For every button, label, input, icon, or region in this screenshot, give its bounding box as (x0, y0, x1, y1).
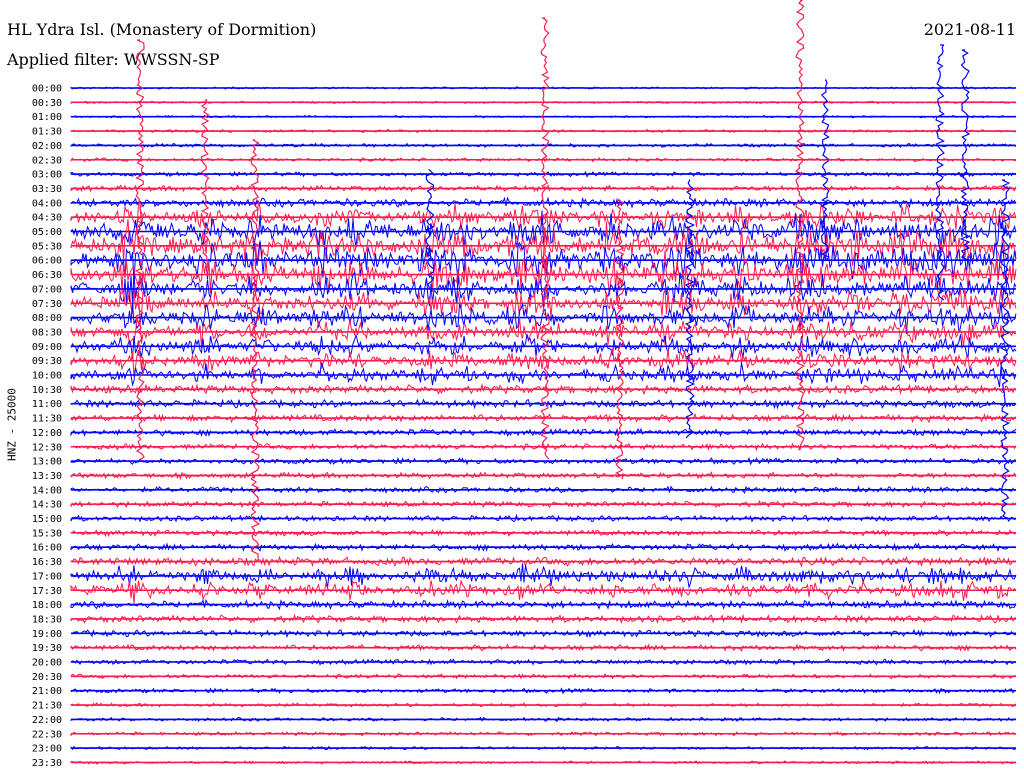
row-label-0200: 02:00 (32, 141, 62, 152)
event-spike (684, 179, 696, 439)
row-label-0600: 06:00 (32, 256, 62, 267)
row-label-1300: 13:00 (32, 457, 62, 468)
row-label-0300: 03:00 (32, 170, 62, 181)
row-label-2030: 20:30 (32, 672, 62, 683)
trace-0500 (70, 210, 1017, 251)
trace-0830 (70, 316, 1016, 349)
event-spike (249, 139, 260, 561)
event-spike (999, 179, 1011, 520)
row-label-0800: 08:00 (32, 313, 62, 324)
event-spike (959, 49, 971, 261)
row-label-1030: 10:30 (32, 385, 62, 396)
row-label-1400: 14:00 (32, 485, 62, 496)
row-label-1130: 11:30 (32, 414, 62, 425)
row-label-1730: 17:30 (32, 586, 62, 597)
event-spike (200, 99, 210, 269)
row-label-0000: 00:00 (32, 84, 62, 95)
station-title: HL Ydra Isl. (Monastery of Dormition) (7, 20, 317, 39)
row-label-1530: 15:30 (32, 528, 62, 539)
row-label-0830: 08:30 (32, 327, 62, 338)
trace-0900 (70, 333, 1017, 360)
trace-1930 (70, 643, 1017, 652)
row-label-0930: 09:30 (32, 356, 62, 367)
trace-0630 (70, 250, 1017, 296)
row-label-1430: 14:30 (32, 500, 62, 511)
row-label-0430: 04:30 (32, 213, 62, 224)
row-label-1330: 13:30 (32, 471, 62, 482)
event-spike (134, 39, 145, 461)
event-spike (795, 0, 806, 451)
event-spike (820, 79, 831, 261)
row-label-1700: 17:00 (32, 571, 62, 582)
row-label-0100: 01:00 (32, 112, 62, 123)
trace-1730 (70, 579, 1017, 604)
row-label-1100: 11:00 (32, 399, 62, 410)
row-label-0900: 09:00 (32, 342, 62, 353)
row-label-0400: 04:00 (32, 198, 62, 209)
row-label-0130: 01:30 (32, 127, 62, 138)
row-label-1830: 18:30 (32, 614, 62, 625)
date-label: 2021-08-11 (923, 20, 1016, 39)
row-label-0700: 07:00 (32, 284, 62, 295)
filter-label: Applied filter: WWSSN-SP (7, 50, 220, 69)
row-label-1630: 16:30 (32, 557, 62, 568)
row-label-1930: 19:30 (32, 643, 62, 654)
row-label-1200: 12:00 (32, 428, 62, 439)
row-label-0230: 02:30 (32, 155, 62, 166)
row-label-1600: 16:00 (32, 543, 62, 554)
row-label-0500: 05:00 (32, 227, 62, 238)
event-spike (614, 199, 626, 480)
row-label-2130: 21:30 (32, 701, 62, 712)
row-label-2330: 23:30 (32, 758, 62, 769)
row-label-0730: 07:30 (32, 299, 62, 310)
trace-0800 (70, 302, 1017, 334)
row-label-2100: 21:00 (32, 686, 62, 697)
row-label-0530: 05:30 (32, 241, 62, 252)
row-label-1900: 19:00 (32, 629, 62, 640)
event-spike (424, 169, 435, 291)
event-spike (540, 17, 550, 460)
trace-1100 (70, 398, 1017, 410)
row-label-0630: 06:30 (32, 270, 62, 281)
row-label-1500: 15:00 (32, 514, 62, 525)
row-label-1800: 18:00 (32, 600, 62, 611)
row-label-0030: 00:30 (32, 98, 62, 109)
row-label-1230: 12:30 (32, 442, 62, 453)
row-label-0330: 03:30 (32, 184, 62, 195)
event-spike (935, 44, 945, 301)
row-label-2000: 20:00 (32, 658, 62, 669)
row-label-1000: 10:00 (32, 371, 62, 382)
row-label-2300: 23:00 (32, 744, 62, 755)
row-label-2200: 22:00 (32, 715, 62, 726)
row-label-2230: 22:30 (32, 729, 62, 740)
trace-1700 (70, 563, 1017, 590)
